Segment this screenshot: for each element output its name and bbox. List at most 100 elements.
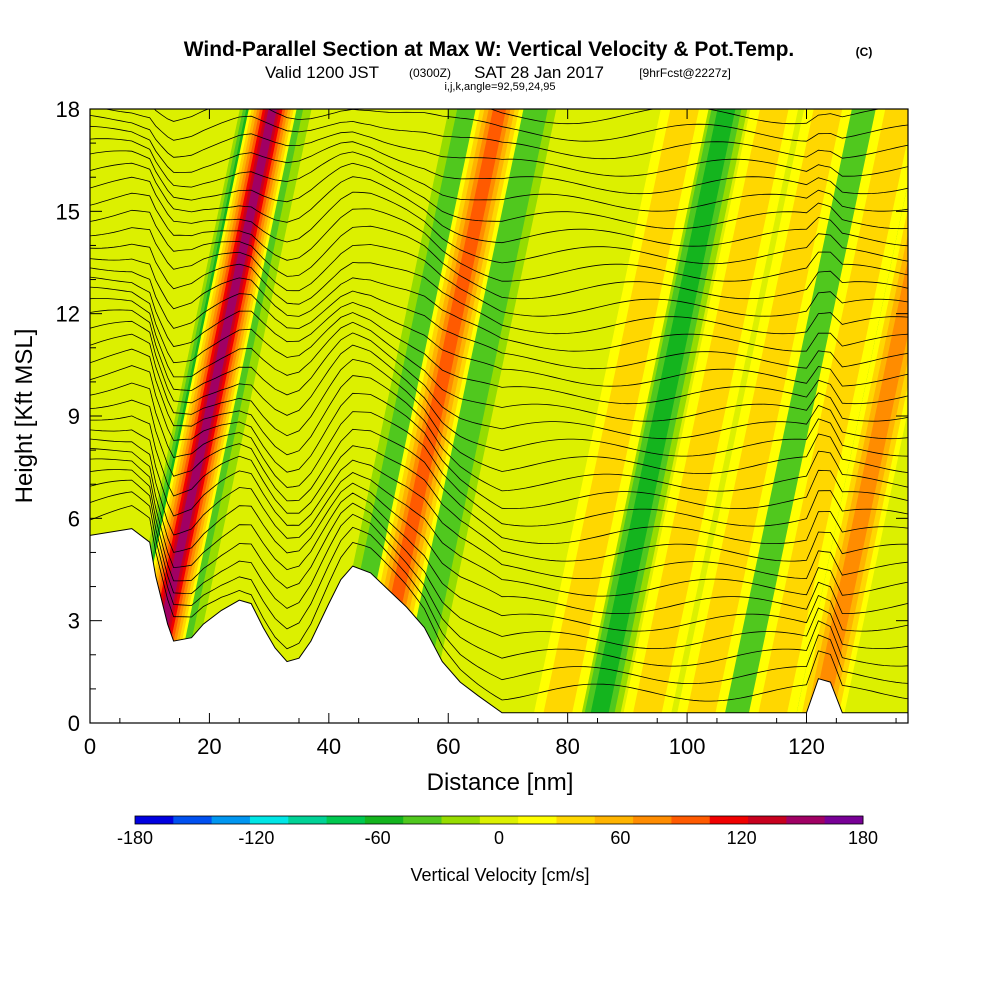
colorbar-swatch [824,816,864,824]
updraft-band [531,109,709,723]
x-tick-label: 80 [555,734,579,759]
theta-contours [90,109,908,702]
colorbar-swatch [633,816,672,824]
y-axis-ticks: 0 3 6 9 12 15 18 [56,97,908,736]
chart-subtitle: Valid 1200 JST [265,63,379,82]
theta-contour [90,309,908,440]
velocity-level [393,109,548,723]
colorbar-tick-label: 0 [494,828,504,848]
theta-contour [90,115,908,177]
x-axis-ticks: 0 20 40 60 80 100 120 [84,109,897,759]
x-axis-label: Distance [nm] [427,769,574,796]
colorbar-tick-label: -60 [365,828,391,848]
y-tick-label: 18 [56,97,80,122]
velocity-level [139,109,277,723]
theta-contour [90,320,908,457]
velocity-level [541,109,700,723]
colorbar-swatch [326,816,366,824]
x-tick-label: 120 [788,734,825,759]
colorbar-swatch [249,816,289,824]
colorbar-swatch [594,816,634,824]
colorbar-tick-label: 180 [848,828,878,848]
x-tick-label: 40 [317,734,341,759]
updraft-band [621,109,799,723]
y-tick-label: 12 [56,302,80,327]
forecast-info: [9hrFcst@2227z] [639,66,731,80]
valid-date: SAT 28 Jan 2017 [474,63,604,82]
colorbar-tick-label: 120 [727,828,757,848]
velocity-level [794,182,908,723]
colorbar-swatch [518,816,557,824]
downdraft-band [385,109,557,723]
y-tick-label: 15 [56,199,80,224]
velocity-level [630,109,789,723]
colorbar-swatch [748,816,787,824]
colorbar-ticks: -180 -120 -60 0 60 120 180 [117,828,878,848]
colorbar-swatch [441,816,481,824]
theta-contour [90,382,908,527]
velocity-level [799,208,908,723]
x-tick-label: 20 [197,734,221,759]
colorbar-tick-label: -180 [117,828,153,848]
colorbar-tick-label: 60 [610,828,630,848]
colorbar-tick-label: -120 [238,828,274,848]
theta-contour [90,227,908,317]
y-axis-label: Height [Kft MSL] [11,329,38,504]
velocity-level [756,109,908,723]
updraft-band [746,109,908,723]
colorbar-swatch [479,816,519,824]
velocity-level [364,109,507,723]
velocity-level [684,109,843,723]
colorbar-swatch [709,816,749,824]
terrain-mask [90,528,908,723]
theta-contour [90,258,908,352]
theta-contour [90,267,908,370]
theta-contour [90,469,908,649]
theta-contour [90,458,908,632]
y-tick-label: 0 [68,711,80,736]
theta-contour [153,109,908,142]
colorbar-swatch [211,816,251,824]
theta-contour [90,348,908,492]
copyright-mark: (C) [856,45,873,59]
valid-zulu: (0300Z) [409,66,451,80]
colorbar-swatch [288,816,328,824]
theta-contour [90,298,908,422]
x-tick-label: 100 [669,734,706,759]
theta-contour [90,333,908,474]
theta-contour [90,415,908,562]
y-tick-label: 9 [68,404,80,429]
x-tick-label: 0 [84,734,96,759]
theta-contour [90,448,908,614]
y-tick-label: 3 [68,609,80,634]
colorbar-swatch [786,816,826,824]
velocity-level [722,109,877,723]
colorbar-swatch [556,816,596,824]
valid-time: Valid 1200 JST [265,63,379,82]
colorbar-swatch [173,816,213,824]
theta-contour [90,365,908,509]
theta-contour [103,109,908,160]
chart-title: Wind-Parallel Section at Max W: Vertical… [184,38,795,61]
theta-contour [90,176,908,265]
updraft-band [675,109,852,723]
theta-contour [90,399,908,544]
colorbar-frame [134,815,864,825]
velocity-level [810,258,908,723]
theta-contour [90,438,908,597]
theta-contour [90,429,908,580]
theta-contour [90,209,908,300]
theta-contour [90,276,908,387]
updraft-band [346,109,524,723]
theta-contour [90,243,908,335]
plot-area [90,109,908,723]
colorbar-swatch [671,816,711,824]
theta-contour [90,491,908,684]
theta-contour [90,138,908,212]
downdraft-band [576,109,748,723]
theta-contour [90,505,908,702]
velocity-level [588,109,736,723]
y-tick-label: 6 [68,506,80,531]
theta-contour [489,109,882,125]
